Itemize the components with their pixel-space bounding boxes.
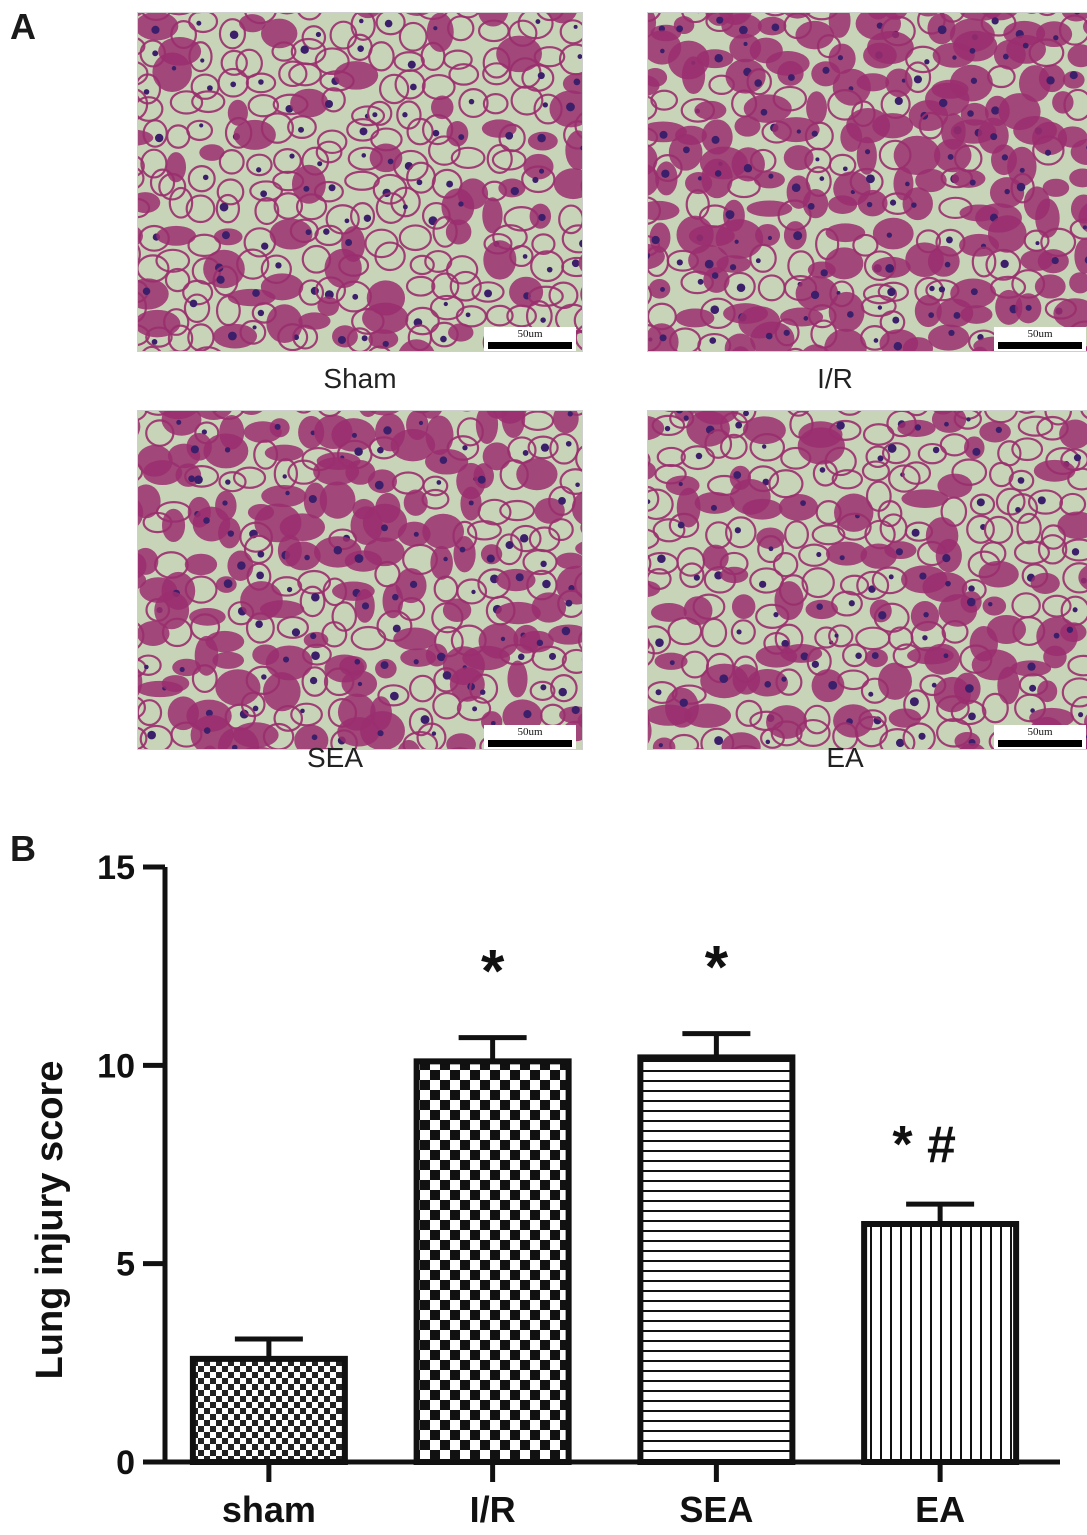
scale-bar-text: 50um [517,726,543,738]
x-tick-label: SEA [679,1489,753,1530]
micrograph-sea: 50um [137,410,583,750]
y-tick-label: 0 [116,1444,135,1482]
tissue-texture [648,411,1087,749]
tissue-texture [138,13,582,351]
bar-ea [861,1221,1020,1465]
panel-b-letter: B [10,828,36,869]
y-tick-label: 10 [97,1047,135,1085]
bar-sham [189,1355,348,1465]
y-axis-label: Lung injury score [29,1061,71,1380]
micrograph-label-ea: EA [826,742,864,773]
tissue-texture [648,13,1087,351]
x-tick-label: I/R [470,1489,516,1530]
bar-chart: 0 5 10 15 sham I/R SEA EA * * * # Lung injury sco… [29,849,1060,1530]
bar-ir [413,1058,572,1465]
significance-marker: * [481,938,505,1005]
micrograph-ea: 50um [647,410,1087,750]
y-tick-label: 5 [116,1246,135,1284]
micrograph-ir: 50um [647,12,1087,352]
scale-bar-text: 50um [517,328,543,340]
bar-sea [637,1054,796,1465]
panel-a-letter: A [10,6,36,47]
significance-marker: * [705,934,729,1001]
micrograph-sham: 50um [137,12,583,352]
scale-bar: 50um [484,327,576,351]
tissue-texture [138,411,582,749]
scale-bar-text: 50um [1027,726,1053,738]
micrograph-label-sham: Sham [323,363,397,394]
scale-bar-text: 50um [1027,328,1053,340]
scale-bar: 50um [994,725,1086,749]
chart-bars: * * * # [189,934,1020,1465]
significance-marker: * # [892,1116,956,1174]
scale-bar: 50um [994,327,1086,351]
micrograph-label-sea: SEA [306,742,364,773]
micrograph-label-ir: I/R [817,363,853,394]
y-tick-label: 15 [97,849,135,887]
x-tick-label: sham [222,1489,316,1530]
x-tick-label: EA [915,1489,965,1530]
scale-bar: 50um [484,725,576,749]
